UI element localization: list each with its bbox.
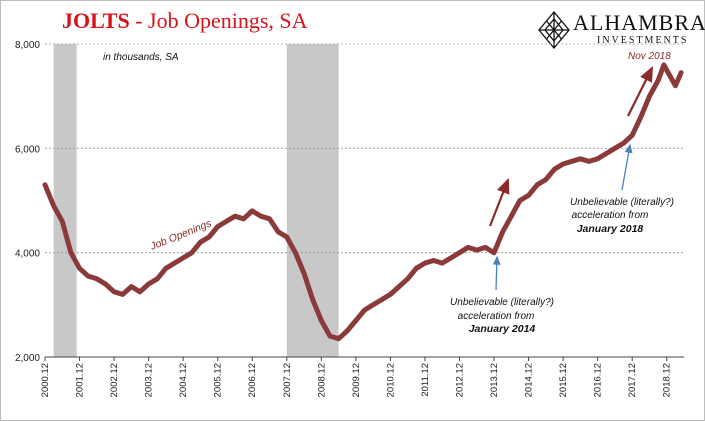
nov-2018-label: Nov 2018 bbox=[628, 51, 671, 62]
y-tick-label: 2,000 bbox=[15, 353, 40, 364]
x-tick-label: 2003.12 bbox=[144, 363, 155, 397]
x-tick-label: 2010.12 bbox=[385, 363, 396, 397]
annotation-2018-line2: acceleration from bbox=[572, 210, 649, 221]
x-tick-label: 2014.12 bbox=[524, 363, 535, 397]
annotation-2014-line2: acceleration from bbox=[458, 311, 535, 322]
x-tick-label: 2017.12 bbox=[627, 363, 638, 397]
gridlines bbox=[45, 43, 684, 254]
trend-arrow-2018 bbox=[627, 66, 653, 117]
recession-shading bbox=[53, 44, 339, 357]
x-tick-label: 2007.12 bbox=[282, 363, 293, 397]
recession-band-2 bbox=[286, 44, 339, 357]
y-axis-ticks: 2,000 4,000 6,000 8,000 bbox=[15, 40, 40, 364]
diamond-lattice-icon bbox=[538, 10, 570, 50]
chart-title: JOLTS - Job Openings, SA bbox=[62, 8, 308, 34]
x-tick-label: 2005.12 bbox=[213, 363, 224, 397]
x-tick-label: 2011.12 bbox=[420, 363, 431, 397]
unit-note: in thousands, SA bbox=[103, 52, 179, 63]
chart-title-rest: - Job Openings, SA bbox=[129, 8, 308, 33]
x-tick-label: 2000.12 bbox=[40, 363, 51, 397]
annotation-arrow-2014 bbox=[492, 255, 501, 291]
x-tick-label: 2013.12 bbox=[489, 363, 500, 397]
y-tick-label: 6,000 bbox=[15, 144, 40, 155]
y-tick-label: 4,000 bbox=[15, 249, 40, 260]
annotation-2014-emph: January 2014 bbox=[469, 323, 536, 335]
annotation-arrow-2018 bbox=[621, 143, 633, 191]
x-tick-label: 2001.12 bbox=[75, 363, 86, 397]
annotation-2018-emph: January 2018 bbox=[577, 223, 644, 235]
x-tick-label: 2018.12 bbox=[662, 363, 673, 397]
chart-title-main: JOLTS bbox=[62, 8, 130, 33]
x-axis-ticks: 2000.12 2001.12 2002.12 2003.12 2004.12 2005.… bbox=[40, 357, 673, 397]
x-tick-label: 2004.12 bbox=[178, 363, 189, 397]
x-tick-label: 2002.12 bbox=[109, 363, 120, 397]
x-tick-label: 2006.12 bbox=[247, 363, 258, 397]
logo-name: ALHAMBRA bbox=[573, 10, 705, 35]
x-tick-label: 2009.12 bbox=[351, 363, 362, 397]
annotation-2018-line1: Unbelievable (literally?) bbox=[570, 197, 674, 208]
x-tick-label: 2012.12 bbox=[454, 363, 465, 397]
recession-band-1 bbox=[53, 44, 77, 357]
x-tick-label: 2008.12 bbox=[316, 363, 327, 397]
x-tick-label: 2015.12 bbox=[558, 363, 569, 397]
logo-subtitle: INVESTMENTS bbox=[597, 35, 689, 46]
x-tick-label: 2016.12 bbox=[593, 363, 604, 397]
series-line-job-openings bbox=[42, 62, 684, 342]
y-tick-label: 8,000 bbox=[15, 40, 40, 51]
alhambra-logo: ALHAMBRA INVESTMENTS bbox=[537, 10, 705, 50]
annotation-2014-line1: Unbelievable (literally?) bbox=[450, 297, 554, 308]
trend-arrow-2014 bbox=[488, 177, 510, 227]
series-label: Job Openings bbox=[148, 217, 214, 253]
